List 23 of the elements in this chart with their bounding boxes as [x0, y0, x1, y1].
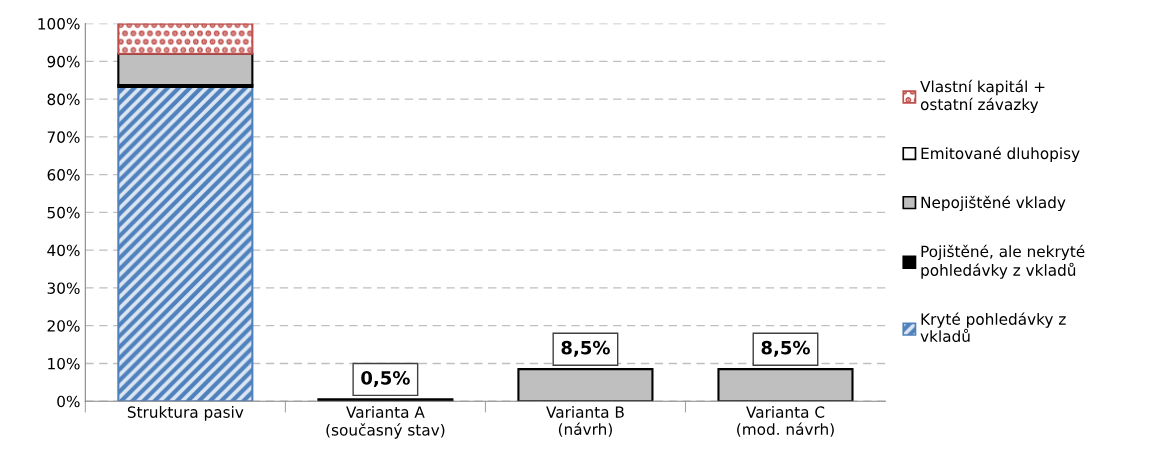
x-tick-label: Varianta B (návrh): [546, 406, 624, 437]
y-tick-label: 50%: [47, 206, 80, 219]
y-tick-label: 20%: [47, 320, 80, 332]
y-tick-label: 0%: [57, 395, 80, 408]
x-tick-label: Struktura pasiv: [127, 406, 244, 421]
legend-label: Vlastní kapitál + ostatní závazky: [920, 79, 1045, 114]
data-label: 8,5%: [761, 340, 810, 357]
legend-label: Nepojištěné vklady: [921, 195, 1066, 212]
y-tick-label: 10%: [48, 357, 80, 370]
y-tick-label: 90%: [47, 55, 80, 68]
y-tick-label: 30%: [47, 282, 80, 294]
y-tick-label: 80%: [47, 93, 80, 106]
data-label: 8,5%: [561, 340, 610, 357]
x-tick-label: Varianta C (mod. návrh): [737, 406, 834, 437]
legend-label: Pojištěné, ale nekryté pohledávky z vkladů: [921, 244, 1085, 279]
y-tick-label: 100%: [38, 18, 80, 30]
y-tick-label: 70%: [47, 131, 80, 143]
y-tick-label: 60%: [47, 169, 80, 181]
y-tick-label: 40%: [47, 244, 80, 257]
data-label: 0,5%: [361, 371, 410, 388]
x-tick-label: Varianta A (současný stav): [326, 406, 445, 439]
legend-label: Emitované dluhopisy: [921, 146, 1080, 163]
legend-label: Kryté pohledávky z vkladů: [920, 312, 1066, 342]
